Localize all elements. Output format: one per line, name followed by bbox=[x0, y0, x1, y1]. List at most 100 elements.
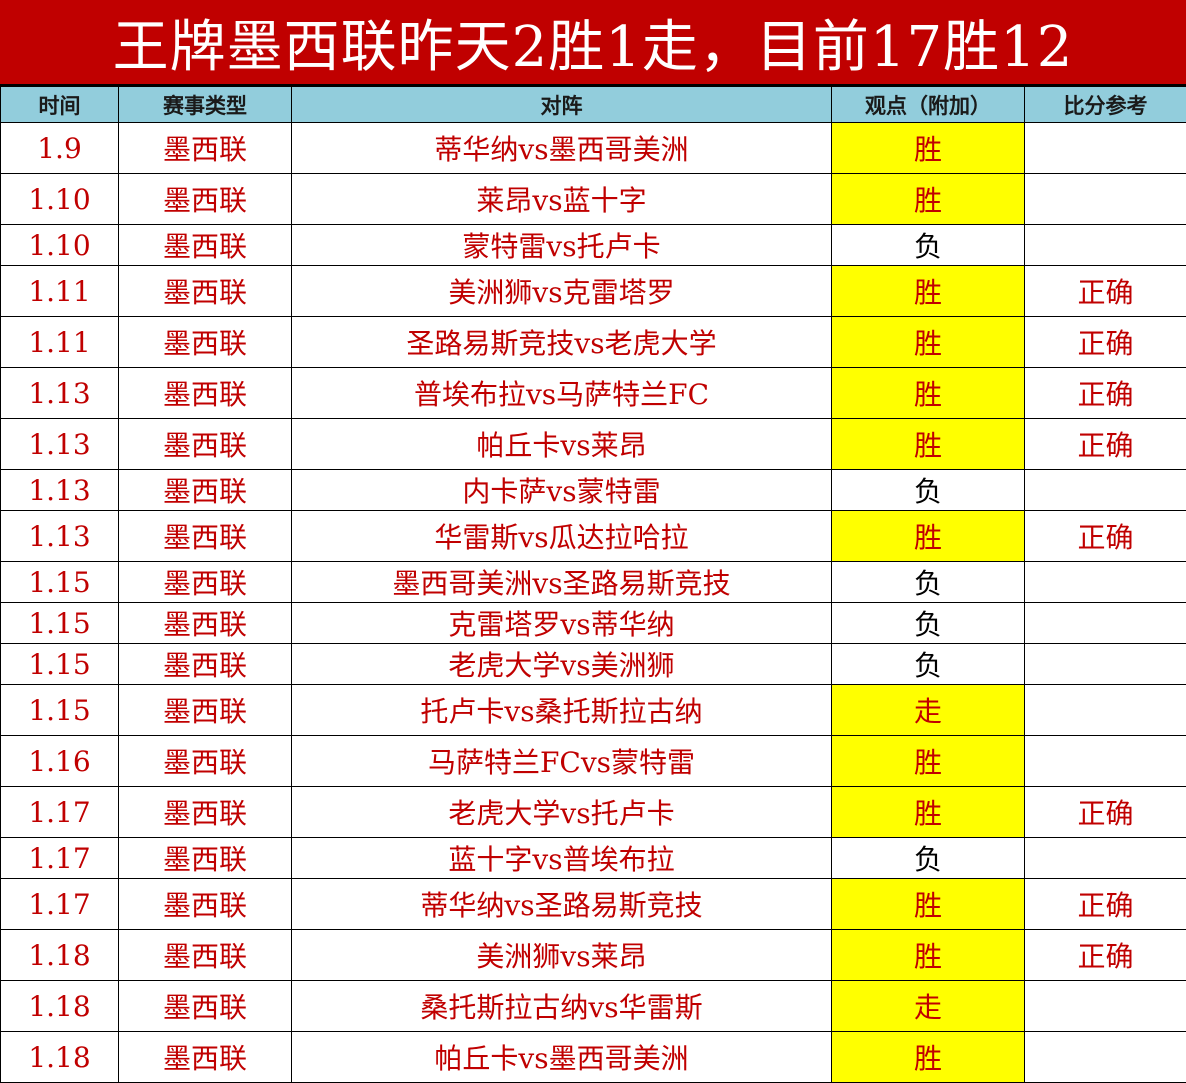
league-cell: 墨西联 bbox=[119, 685, 292, 736]
pick-cell: 负 bbox=[832, 225, 1025, 266]
league-cell: 墨西联 bbox=[119, 930, 292, 981]
match-cell: 蒂华纳vs圣路易斯竞技 bbox=[292, 879, 832, 930]
ref-cell: 正确 bbox=[1025, 266, 1186, 317]
pick-cell: 胜 bbox=[832, 879, 1025, 930]
pick-cell: 胜 bbox=[832, 930, 1025, 981]
date-cell: 1.13 bbox=[1, 419, 119, 470]
ref-cell: 正确 bbox=[1025, 317, 1186, 368]
ref-cell bbox=[1025, 644, 1186, 685]
league-cell: 墨西联 bbox=[119, 174, 292, 225]
date-cell: 1.15 bbox=[1, 685, 119, 736]
match-cell: 克雷塔罗vs蒂华纳 bbox=[292, 603, 832, 644]
pick-cell: 胜 bbox=[832, 317, 1025, 368]
header-row: 时间 赛事类型 对阵 观点（附加） 比分参考 bbox=[1, 87, 1186, 123]
header-ref: 比分参考 bbox=[1025, 87, 1186, 123]
date-cell: 1.15 bbox=[1, 562, 119, 603]
league-cell: 墨西联 bbox=[119, 419, 292, 470]
date-cell: 1.17 bbox=[1, 787, 119, 838]
ref-cell bbox=[1025, 1032, 1186, 1083]
date-cell: 1.18 bbox=[1, 1032, 119, 1083]
date-cell: 1.17 bbox=[1, 879, 119, 930]
pick-cell: 负 bbox=[832, 644, 1025, 685]
ref-cell: 正确 bbox=[1025, 930, 1186, 981]
date-cell: 1.9 bbox=[1, 123, 119, 174]
league-cell: 墨西联 bbox=[119, 317, 292, 368]
header-league: 赛事类型 bbox=[119, 87, 292, 123]
league-cell: 墨西联 bbox=[119, 225, 292, 266]
league-cell: 墨西联 bbox=[119, 470, 292, 511]
pick-cell: 走 bbox=[832, 981, 1025, 1032]
ref-cell bbox=[1025, 603, 1186, 644]
ref-cell: 正确 bbox=[1025, 511, 1186, 562]
date-cell: 1.18 bbox=[1, 981, 119, 1032]
match-cell: 老虎大学vs美洲狮 bbox=[292, 644, 832, 685]
match-cell: 华雷斯vs瓜达拉哈拉 bbox=[292, 511, 832, 562]
league-cell: 墨西联 bbox=[119, 1032, 292, 1083]
match-cell: 桑托斯拉古纳vs华雷斯 bbox=[292, 981, 832, 1032]
pick-cell: 负 bbox=[832, 838, 1025, 879]
date-cell: 1.13 bbox=[1, 511, 119, 562]
match-cell: 内卡萨vs蒙特雷 bbox=[292, 470, 832, 511]
pick-cell: 胜 bbox=[832, 368, 1025, 419]
match-cell: 马萨特兰FCvs蒙特雷 bbox=[292, 736, 832, 787]
pick-cell: 胜 bbox=[832, 174, 1025, 225]
league-cell: 墨西联 bbox=[119, 603, 292, 644]
page-title: 王牌墨西联昨天2胜1走，目前17胜12 bbox=[0, 0, 1186, 86]
ref-cell bbox=[1025, 470, 1186, 511]
date-cell: 1.10 bbox=[1, 174, 119, 225]
header-pick: 观点（附加） bbox=[832, 87, 1025, 123]
pick-cell: 胜 bbox=[832, 1032, 1025, 1083]
header-date: 时间 bbox=[1, 87, 119, 123]
match-cell: 蓝十字vs普埃布拉 bbox=[292, 838, 832, 879]
pick-cell: 胜 bbox=[832, 123, 1025, 174]
match-cell: 蒙特雷vs托卢卡 bbox=[292, 225, 832, 266]
pick-cell: 负 bbox=[832, 603, 1025, 644]
ref-cell bbox=[1025, 225, 1186, 266]
league-cell: 墨西联 bbox=[119, 838, 292, 879]
league-cell: 墨西联 bbox=[119, 644, 292, 685]
ref-cell bbox=[1025, 685, 1186, 736]
league-cell: 墨西联 bbox=[119, 787, 292, 838]
pick-cell: 胜 bbox=[832, 787, 1025, 838]
date-cell: 1.13 bbox=[1, 470, 119, 511]
pick-cell: 胜 bbox=[832, 511, 1025, 562]
match-cell: 莱昂vs蓝十字 bbox=[292, 174, 832, 225]
ref-cell: 正确 bbox=[1025, 419, 1186, 470]
league-cell: 墨西联 bbox=[119, 562, 292, 603]
match-cell: 墨西哥美洲vs圣路易斯竞技 bbox=[292, 562, 832, 603]
league-cell: 墨西联 bbox=[119, 981, 292, 1032]
ref-cell bbox=[1025, 838, 1186, 879]
date-cell: 1.15 bbox=[1, 644, 119, 685]
date-cell: 1.11 bbox=[1, 317, 119, 368]
date-cell: 1.11 bbox=[1, 266, 119, 317]
date-cell: 1.16 bbox=[1, 736, 119, 787]
match-cell: 美洲狮vs克雷塔罗 bbox=[292, 266, 832, 317]
league-cell: 墨西联 bbox=[119, 736, 292, 787]
pick-cell: 胜 bbox=[832, 419, 1025, 470]
match-cell: 普埃布拉vs马萨特兰FC bbox=[292, 368, 832, 419]
match-cell: 美洲狮vs莱昂 bbox=[292, 930, 832, 981]
date-cell: 1.15 bbox=[1, 603, 119, 644]
ref-cell: 正确 bbox=[1025, 368, 1186, 419]
league-cell: 墨西联 bbox=[119, 266, 292, 317]
date-cell: 1.13 bbox=[1, 368, 119, 419]
match-cell: 托卢卡vs桑托斯拉古纳 bbox=[292, 685, 832, 736]
pick-cell: 胜 bbox=[832, 266, 1025, 317]
ref-cell bbox=[1025, 736, 1186, 787]
date-cell: 1.17 bbox=[1, 838, 119, 879]
ref-cell bbox=[1025, 123, 1186, 174]
league-cell: 墨西联 bbox=[119, 879, 292, 930]
